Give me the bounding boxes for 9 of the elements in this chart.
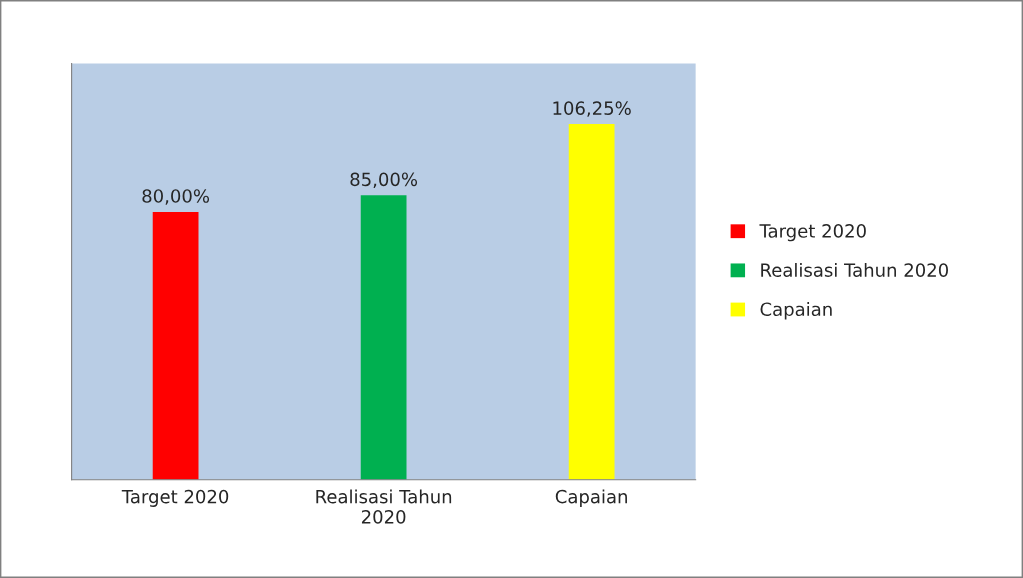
x-tick-label: Target 2020 (121, 489, 229, 507)
legend-label: Target 2020 (759, 224, 866, 242)
data-label: 85,00% (350, 172, 418, 188)
x-tick-label: Realisasi Tahun 2020 (316, 489, 452, 524)
data-label: 80,00% (142, 189, 210, 205)
data-label: 106,25% (553, 101, 631, 117)
legend-label: Realisasi Tahun 2020 (761, 262, 949, 277)
legend-label: Capaian (760, 302, 832, 320)
x-tick-label: Capaian (555, 489, 627, 507)
